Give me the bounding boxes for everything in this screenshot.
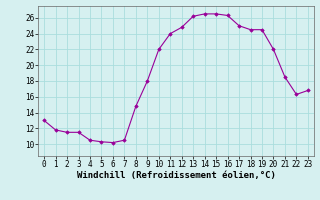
X-axis label: Windchill (Refroidissement éolien,°C): Windchill (Refroidissement éolien,°C) [76, 171, 276, 180]
